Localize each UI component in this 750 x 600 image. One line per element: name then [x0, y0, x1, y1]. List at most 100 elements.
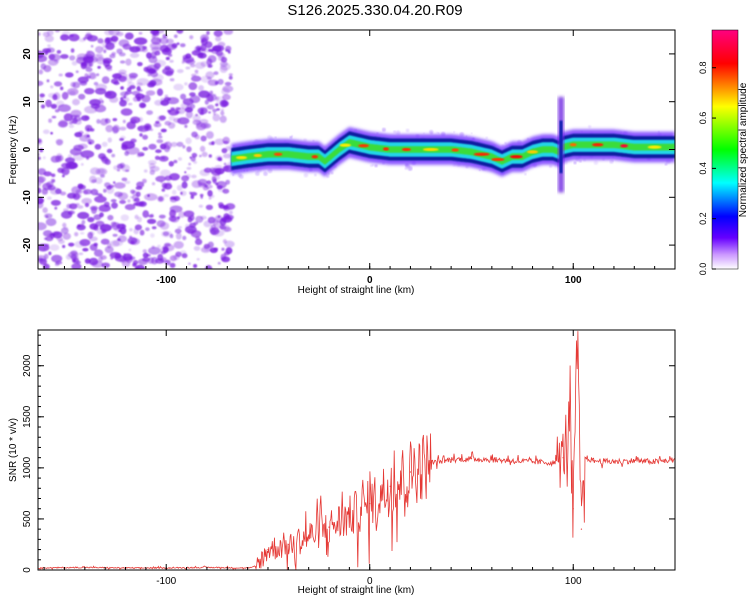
noise-speckle	[48, 251, 52, 256]
noise-speckle	[191, 152, 198, 158]
noise-speckle	[129, 228, 133, 232]
noise-speckle	[155, 149, 162, 154]
noise-speckle	[199, 193, 204, 197]
noise-speckle	[72, 193, 82, 199]
colorbar-tick-label: 0.4	[698, 162, 708, 175]
noise-speckle	[56, 100, 65, 107]
noise-speckle	[87, 231, 93, 239]
noise-speckle	[54, 109, 60, 113]
noise-speckle	[78, 252, 84, 256]
noise-speckle	[191, 174, 197, 179]
noise-speckle	[208, 194, 215, 199]
noise-speckle	[125, 256, 133, 263]
noise-speckle	[194, 72, 199, 75]
noise-speckle	[99, 212, 104, 218]
noise-speckle	[140, 201, 145, 206]
noise-speckle	[219, 115, 227, 123]
noise-speckle	[185, 66, 191, 70]
noise-speckle	[143, 123, 152, 131]
noise-speckle	[223, 213, 230, 220]
noise-speckle	[106, 185, 115, 194]
noise-speckle	[195, 215, 204, 223]
noise-speckle	[130, 116, 141, 124]
noise-speckle	[206, 30, 210, 35]
noise-speckle	[173, 34, 178, 38]
noise-speckle	[49, 53, 61, 62]
noise-speckle	[84, 124, 93, 132]
noise-speckle	[120, 108, 133, 116]
noise-speckle	[106, 67, 113, 72]
halo-speckle	[404, 166, 408, 170]
noise-speckle	[155, 175, 166, 182]
ridge-hotspot	[451, 148, 459, 152]
noise-speckle	[209, 90, 213, 95]
noise-speckle	[139, 229, 145, 236]
halo-speckle	[395, 130, 401, 135]
snr-content	[38, 330, 675, 570]
noise-speckle	[117, 163, 124, 169]
noise-speckle	[69, 124, 74, 128]
noise-speckle	[42, 207, 48, 214]
noise-speckle	[95, 46, 104, 53]
noise-speckle	[221, 100, 229, 107]
noise-speckle	[38, 176, 46, 183]
noise-speckle	[153, 33, 158, 37]
noise-speckle	[200, 39, 205, 43]
noise-speckle	[119, 126, 127, 131]
noise-speckle	[216, 108, 220, 111]
chart-title: S126.2025.330.04.20.R09	[287, 2, 463, 19]
noise-speckle	[222, 94, 231, 101]
halo-speckle	[436, 131, 439, 134]
noise-speckle	[199, 169, 210, 177]
noise-speckle	[38, 183, 41, 187]
noise-speckle	[75, 70, 79, 73]
snr-point	[430, 462, 432, 464]
snr-xlabel: Height of straight line (km)	[298, 585, 415, 596]
noise-speckle	[105, 91, 112, 97]
halo-speckle	[381, 127, 386, 132]
noise-speckle	[184, 107, 193, 113]
noise-speckle	[223, 153, 232, 159]
noise-speckle	[221, 247, 225, 251]
noise-speckle	[80, 150, 95, 159]
noise-speckle	[169, 209, 177, 218]
snr-point	[613, 461, 615, 463]
noise-speckle	[169, 78, 175, 82]
noise-speckle	[160, 143, 167, 150]
noise-speckle	[194, 134, 200, 140]
ridge-hotspot	[383, 147, 389, 151]
noise-speckle	[166, 38, 174, 44]
noise-speckle	[164, 120, 172, 126]
noise-speckle	[38, 97, 44, 102]
noise-speckle	[87, 217, 95, 223]
halo-speckle	[611, 159, 614, 162]
noise-speckle	[77, 183, 84, 189]
noise-speckle	[142, 134, 149, 140]
x-tick-label: -100	[156, 576, 176, 587]
noise-speckle	[97, 38, 104, 44]
noise-speckle	[156, 88, 164, 96]
noise-speckle	[167, 109, 172, 113]
noise-speckle	[185, 137, 192, 145]
noise-speckle	[158, 135, 163, 139]
halo-speckle	[405, 128, 410, 133]
noise-speckle	[77, 211, 90, 220]
halo-speckle	[504, 142, 507, 144]
noise-speckle	[169, 233, 174, 239]
snr-ylabel: SNR (10 * v/v)	[8, 418, 19, 482]
noise-speckle	[42, 230, 53, 237]
noise-speckle	[39, 148, 44, 153]
noise-speckle	[98, 102, 104, 106]
noise-speckle	[68, 33, 80, 42]
snr-point	[255, 566, 257, 568]
noise-speckle	[98, 192, 101, 196]
snr-frame	[37, 329, 676, 571]
halo-speckle	[289, 135, 293, 139]
noise-speckle	[158, 214, 166, 219]
spectrogram-ylabel: Frequency (Hz)	[8, 116, 19, 185]
noise-speckle	[146, 52, 152, 59]
snr-point	[308, 535, 310, 537]
halo-speckle	[263, 171, 268, 176]
noise-speckle	[74, 232, 79, 237]
noise-speckle	[148, 246, 161, 255]
